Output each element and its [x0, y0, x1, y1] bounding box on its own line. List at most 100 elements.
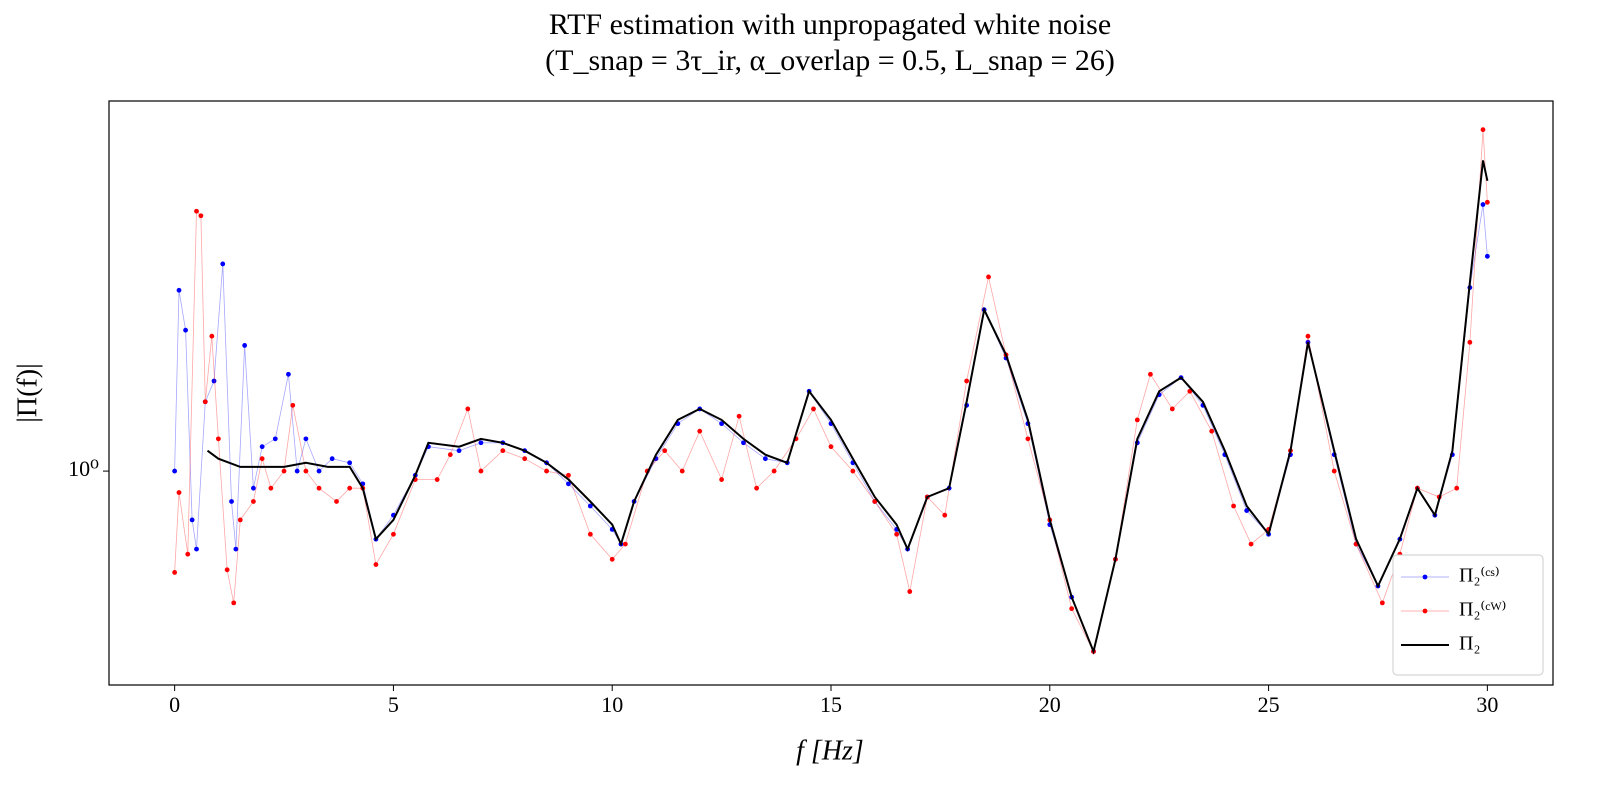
- data-point: [281, 468, 287, 474]
- data-point: [229, 499, 234, 504]
- data-point: [231, 600, 237, 606]
- data-point: [242, 343, 248, 348]
- data-point: [741, 440, 746, 446]
- plot-frame: [108, 100, 1554, 686]
- data-point: [259, 456, 265, 462]
- legend-marker: [1422, 608, 1428, 614]
- data-point: [176, 490, 182, 495]
- data-point: [465, 406, 471, 412]
- data-point: [447, 452, 453, 458]
- legend-label: Π₂⁽ᶜᵂ⁾: [1459, 599, 1506, 621]
- data-point: [316, 468, 322, 474]
- data-point: [894, 531, 900, 537]
- series-line: [174, 129, 1488, 653]
- x-tick-label: 15: [820, 692, 842, 717]
- data-point: [251, 499, 256, 504]
- data-point: [334, 499, 339, 504]
- data-point: [391, 531, 396, 537]
- x-tick-label: 20: [1039, 692, 1061, 717]
- data-point: [1331, 468, 1337, 474]
- data-point: [1480, 202, 1486, 207]
- data-point: [1209, 428, 1215, 434]
- data-point: [478, 468, 484, 474]
- data-point: [566, 472, 571, 478]
- data-point: [1467, 339, 1473, 345]
- data-point: [811, 406, 816, 412]
- data-point: [185, 551, 191, 557]
- data-point: [1484, 253, 1490, 259]
- data-point: [290, 402, 296, 408]
- data-point: [500, 448, 506, 454]
- x-tick-label: 0: [169, 692, 180, 717]
- data-point: [1231, 503, 1236, 509]
- data-point: [347, 485, 353, 491]
- x-tick-label: 30: [1476, 692, 1498, 717]
- data-point: [198, 213, 204, 219]
- data-point: [679, 468, 685, 474]
- data-point: [736, 413, 742, 419]
- data-point: [209, 333, 215, 339]
- data-point: [1454, 485, 1460, 491]
- data-point: [1148, 371, 1153, 377]
- data-point: [828, 444, 834, 450]
- chart-subtitle: (T_snap = 3τ_ir, α_overlap = 0.5, L_snap…: [545, 44, 1115, 77]
- data-point: [189, 517, 195, 523]
- data-point: [986, 274, 991, 280]
- data-point: [224, 567, 230, 573]
- data-point: [303, 436, 309, 442]
- data-point: [194, 208, 199, 214]
- data-point: [1248, 541, 1254, 547]
- data-point: [762, 456, 768, 462]
- data-point: [1025, 436, 1031, 442]
- data-point: [172, 570, 178, 575]
- legend-marker: [1422, 574, 1428, 580]
- data-point: [1169, 406, 1175, 412]
- data-point: [1379, 600, 1385, 606]
- x-tick-label: 5: [388, 692, 399, 717]
- data-point: [964, 378, 970, 384]
- data-point: [456, 448, 462, 454]
- data-point: [719, 421, 725, 427]
- data-point: [697, 428, 703, 434]
- x-tick-label: 25: [1258, 692, 1280, 717]
- data-point: [286, 371, 291, 377]
- plot-area: [172, 127, 1490, 655]
- data-point: [1069, 606, 1075, 612]
- data-point: [347, 460, 353, 466]
- data-point: [172, 468, 178, 474]
- data-point: [183, 327, 188, 333]
- series-line: [174, 204, 1488, 653]
- data-point: [478, 440, 484, 446]
- y-axis-label: |Π(f)|: [12, 363, 43, 422]
- data-point: [522, 456, 528, 462]
- chart-title: RTF estimation with unpropagated white n…: [549, 8, 1111, 41]
- legend-label: Π₂: [1459, 633, 1480, 655]
- data-point: [1134, 417, 1140, 423]
- data-point: [754, 485, 760, 491]
- series-line: [206, 160, 1489, 655]
- data-point: [942, 512, 948, 518]
- data-point: [272, 436, 278, 442]
- data-point: [850, 468, 856, 474]
- data-point: [373, 562, 379, 567]
- x-tick-label: 10: [601, 692, 623, 717]
- y-tick-label: 10⁰: [68, 456, 99, 481]
- data-point: [268, 485, 274, 491]
- data-point: [211, 378, 217, 384]
- data-point: [719, 477, 725, 482]
- data-point: [259, 444, 265, 450]
- data-point: [544, 468, 549, 474]
- data-point: [566, 481, 571, 487]
- data-point: [202, 399, 208, 405]
- data-point: [233, 546, 239, 552]
- data-point: [1484, 199, 1490, 205]
- x-axis-label: f [Hz]: [796, 735, 864, 766]
- data-point: [329, 456, 335, 462]
- data-point: [662, 448, 668, 454]
- data-point: [872, 499, 878, 504]
- legend-label: Π₂⁽ᶜˢ⁾: [1459, 565, 1500, 587]
- data-point: [237, 517, 243, 523]
- data-point: [587, 503, 593, 509]
- data-point: [771, 468, 777, 474]
- data-point: [215, 436, 221, 442]
